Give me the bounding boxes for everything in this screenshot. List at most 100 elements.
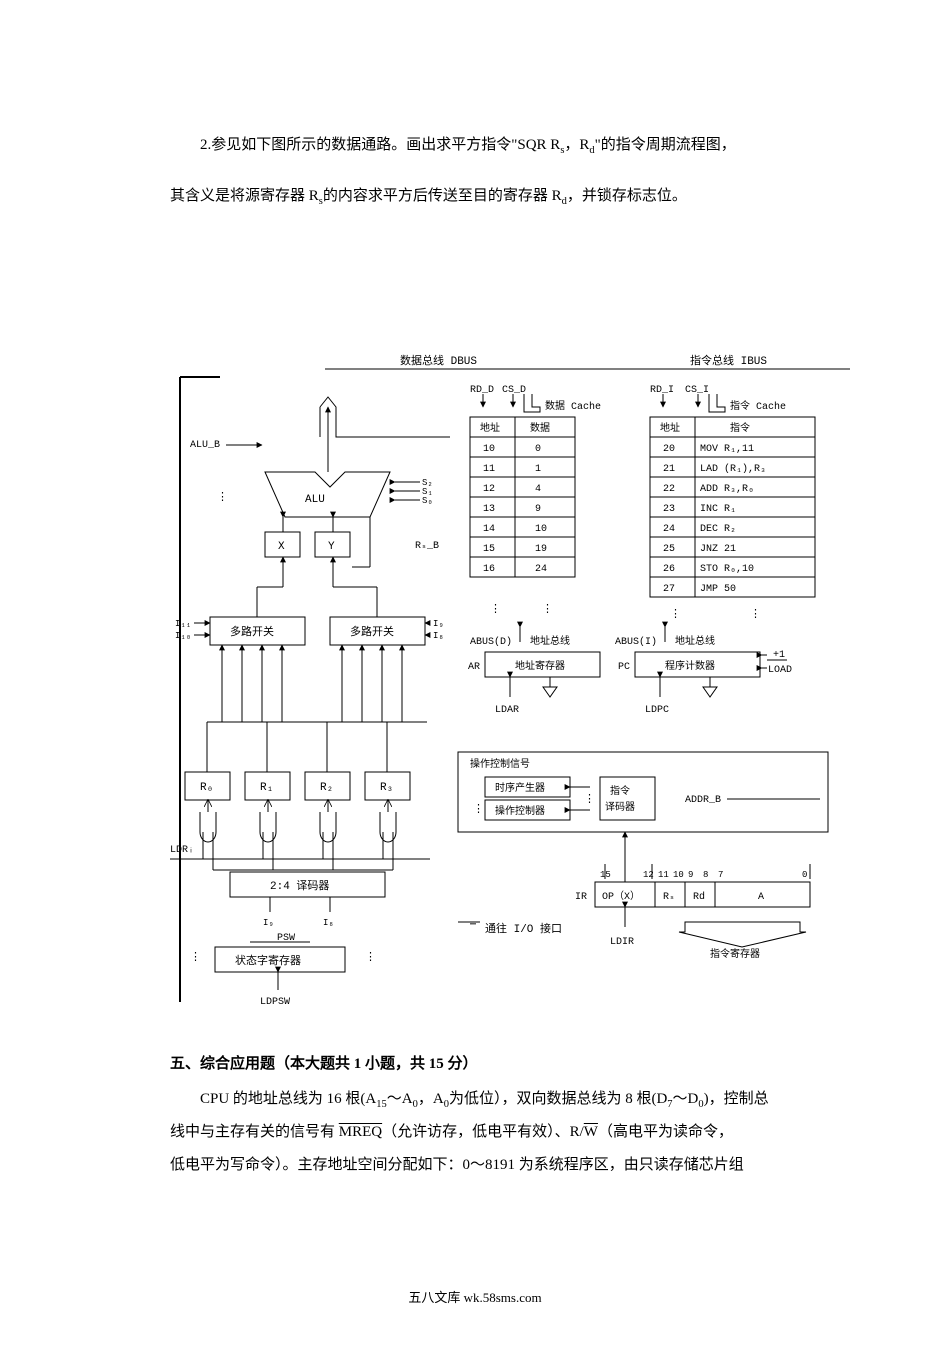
- section-5-p1: CPU 的地址总线为 16 根(A15～A0，A0为低位），双向数据总线为 8 …: [170, 1083, 810, 1116]
- s5p2b: （允许访存，低电平有效）、R/: [382, 1124, 584, 1140]
- svg-text:11: 11: [483, 464, 495, 475]
- op-sig: 操作控制信号: [470, 757, 530, 771]
- i9: I₉: [433, 619, 444, 629]
- svg-text:24: 24: [663, 524, 675, 535]
- svg-text:LAD (R₁),R₃: LAD (R₁),R₃: [700, 463, 766, 475]
- s5p2c: （高电平为读命令，: [598, 1124, 733, 1140]
- question-2-line2: 其含义是将源寄存器 Rs的内容求平方后传送至目的寄存器 Rd，并锁存标志位。: [170, 181, 810, 212]
- b9: 9: [688, 870, 693, 880]
- s5p2a: 线中与主存有关的信号有: [170, 1124, 339, 1140]
- s5-w: W: [584, 1124, 598, 1140]
- svg-text:JMP 50: JMP 50: [700, 584, 736, 595]
- s5p1b: ～A: [387, 1091, 413, 1107]
- i10: I₁₀: [175, 631, 191, 641]
- svg-text:26: 26: [663, 564, 675, 575]
- svg-text:10: 10: [483, 444, 495, 455]
- icache-label: 指令 Cache: [730, 399, 786, 413]
- s5sub1: 15: [376, 1099, 387, 1110]
- page-footer: 五八文库 wk.58sms.com: [0, 1287, 950, 1306]
- svg-text:⋮: ⋮: [542, 604, 553, 616]
- ldir: LDIR: [610, 937, 634, 948]
- q2-text-1c: "的指令周期流程图，: [595, 137, 736, 153]
- svg-text:10: 10: [535, 524, 547, 535]
- dec-i8: I₈: [323, 918, 334, 928]
- mux-right: 多路开关: [350, 624, 394, 639]
- b7: 7: [718, 870, 723, 880]
- ldpsw: LDPSW: [260, 997, 290, 1008]
- svg-text:DEC R₂: DEC R₂: [700, 524, 736, 535]
- alu-b-label: ALU_B: [190, 440, 220, 451]
- svg-text:1: 1: [535, 464, 541, 475]
- s5p1a: CPU 的地址总线为 16 根(A: [200, 1091, 376, 1107]
- abusd-label: 地址总线: [530, 634, 570, 648]
- svg-text:15: 15: [483, 544, 495, 555]
- abusi: ABUS(I): [615, 636, 657, 648]
- s5p1e: ～D: [673, 1091, 699, 1107]
- svg-text:21: 21: [663, 464, 675, 475]
- csi: CS_I: [685, 385, 709, 396]
- x-box: X: [278, 541, 285, 553]
- ir-a: A: [758, 892, 764, 903]
- svg-text:⋮: ⋮: [190, 952, 201, 964]
- r2: R₂: [320, 782, 333, 794]
- q2-text-1b: ，R: [564, 137, 589, 153]
- ir: IR: [575, 892, 587, 903]
- rdi: RD_I: [650, 385, 674, 396]
- ldpc: LDPC: [645, 705, 669, 716]
- svg-text:25: 25: [663, 544, 675, 555]
- svg-text:22: 22: [663, 484, 675, 495]
- pc-label: 程序计数器: [665, 659, 715, 673]
- io-label: 通往 I/O 接口: [485, 921, 562, 936]
- decoder-2-4: 2:4 译码器: [270, 879, 329, 893]
- q2-text-2a: 其含义是将源寄存器 R: [170, 188, 319, 204]
- svg-text:⋮: ⋮: [750, 609, 761, 621]
- svg-text:MOV R₁,11: MOV R₁,11: [700, 444, 754, 455]
- ir-reg-label: 指令寄存器: [710, 947, 760, 961]
- s5-mreq: MREQ: [339, 1124, 382, 1140]
- alu-label: ALU: [305, 494, 325, 506]
- s5p1c: ，A: [418, 1091, 444, 1107]
- b10: 10: [673, 870, 684, 880]
- timing-gen: 时序产生器: [495, 781, 545, 795]
- ar: AR: [468, 662, 480, 673]
- svg-text:⋮: ⋮: [217, 492, 228, 504]
- ar-label: 地址寄存器: [515, 659, 565, 673]
- status-reg: 状态字寄存器: [235, 953, 301, 968]
- q2-text-2b: 的内容求平方后传送至目的寄存器 R: [323, 188, 562, 204]
- abusi-label: 地址总线: [675, 634, 715, 648]
- svg-text:14: 14: [483, 524, 495, 535]
- pc-load: LOAD: [768, 665, 792, 676]
- ldri: LDRᵢ: [170, 845, 194, 856]
- alu-s0: S₀: [422, 496, 433, 506]
- instr-cache: RD_I CS_I 指令 Cache 地址 指令: [650, 385, 815, 437]
- addrb: ADDR_B: [685, 795, 721, 806]
- svg-text:16: 16: [483, 564, 495, 575]
- section-5-p3: 低电平为写命令）。主存地址空间分配如下：0～8191 为系统程序区，由只读存储芯…: [170, 1149, 810, 1182]
- svg-text:⋯: ⋯: [470, 920, 476, 931]
- i8: I₈: [433, 631, 444, 641]
- q2-text-2c: ，并锁存标志位。: [567, 188, 687, 204]
- cpu-datapath-diagram: 数据总线 DBUS 指令总线 IBUS ALU_B ALU S₂ S₁ S₀ X…: [170, 352, 850, 1032]
- rdd: RD_D: [470, 385, 494, 396]
- idec1: 指令: [610, 784, 630, 798]
- y-box: Y: [328, 541, 335, 553]
- ir-rs: Rₛ: [663, 892, 675, 903]
- mux-left: 多路开关: [230, 624, 274, 639]
- svg-text:⋮: ⋮: [473, 804, 484, 816]
- svg-text:⋮: ⋮: [584, 794, 595, 806]
- svg-text:4: 4: [535, 484, 541, 495]
- b8: 8: [703, 870, 708, 880]
- svg-text:⋮: ⋮: [670, 609, 681, 621]
- csd: CS_D: [502, 385, 526, 396]
- dcache-addr-hdr: 地址: [480, 421, 500, 435]
- op-ctrl: 操作控制器: [495, 804, 545, 818]
- ir-rd: Rd: [693, 891, 705, 903]
- data-cache: RD_D CS_D 数据 Cache 地址 数据: [470, 385, 601, 437]
- diagram-svg: 数据总线 DBUS 指令总线 IBUS ALU_B ALU S₂ S₁ S₀ X…: [170, 352, 850, 1032]
- r3: R₃: [380, 782, 393, 794]
- q2-text-1: 2.参见如下图所示的数据通路。画出求平方指令"SQR R: [200, 137, 560, 153]
- ir-op: OP（X）: [602, 890, 640, 903]
- svg-text:STO R₀,10: STO R₀,10: [700, 564, 754, 575]
- i11: I₁₁: [175, 619, 191, 629]
- svg-text:13: 13: [483, 504, 495, 515]
